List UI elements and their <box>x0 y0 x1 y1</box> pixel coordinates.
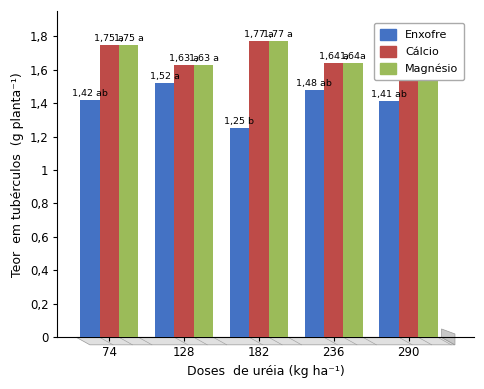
Polygon shape <box>440 329 454 345</box>
Text: 1,77 a: 1,77 a <box>243 30 273 39</box>
Text: 1,64a: 1,64a <box>339 52 366 61</box>
Bar <box>119 45 138 337</box>
Text: 1,25 b: 1,25 b <box>224 117 254 126</box>
Text: 1,63 a: 1,63 a <box>188 54 218 63</box>
Legend: Enxofre, Cálcio, Magnésio: Enxofre, Cálcio, Magnésio <box>374 23 463 80</box>
Text: 1,75 a: 1,75 a <box>114 33 143 42</box>
Bar <box>194 65 213 337</box>
Text: 1,77 a: 1,77 a <box>263 30 293 39</box>
Bar <box>304 90 323 337</box>
Bar <box>99 45 119 337</box>
Text: 1,75 a: 1,75 a <box>94 33 124 42</box>
Bar <box>323 63 343 337</box>
Text: 1,41 ab: 1,41 ab <box>370 90 406 100</box>
Text: 1,42 ab: 1,42 ab <box>72 89 107 98</box>
Text: 1,48 ab: 1,48 ab <box>296 79 332 88</box>
Y-axis label: Teor  em tubérculos  (g planta⁻¹): Teor em tubérculos (g planta⁻¹) <box>11 72 24 277</box>
Text: 1,52 a: 1,52 a <box>150 72 179 81</box>
Text: 1,63 a: 1,63 a <box>169 54 199 63</box>
Bar <box>378 102 398 337</box>
Text: 1,57 a: 1,57 a <box>412 64 442 73</box>
Bar <box>229 128 249 337</box>
Bar <box>154 83 174 337</box>
Polygon shape <box>76 337 454 345</box>
X-axis label: Doses  de uréia (kg ha⁻¹): Doses de uréia (kg ha⁻¹) <box>186 365 344 378</box>
Bar <box>398 75 417 337</box>
Bar <box>268 41 287 337</box>
Bar <box>80 100 99 337</box>
Bar <box>343 63 362 337</box>
Text: 1,64 a: 1,64 a <box>318 52 348 61</box>
Text: 1,57 a: 1,57 a <box>393 64 423 73</box>
Bar <box>174 65 194 337</box>
Bar <box>249 41 268 337</box>
Bar <box>417 75 437 337</box>
